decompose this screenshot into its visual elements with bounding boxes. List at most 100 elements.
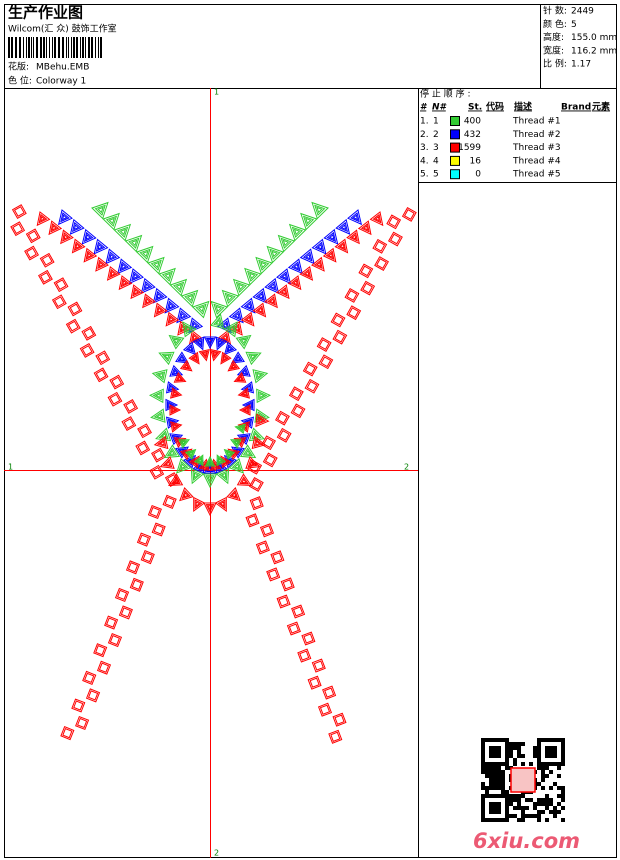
barcode-bar <box>73 37 75 58</box>
stitch-shape <box>125 401 136 412</box>
qr-module <box>549 786 553 790</box>
qr-module <box>561 754 565 758</box>
stitch-shape <box>170 421 183 433</box>
stitch-shape <box>119 261 130 272</box>
stitch-shape <box>128 237 140 249</box>
qr-module <box>537 802 541 806</box>
stitch-shape <box>183 363 189 369</box>
stitch-shape <box>152 287 168 304</box>
stitch-shape <box>184 448 197 460</box>
stitch-shape <box>116 226 129 238</box>
qr-module <box>541 774 545 778</box>
stitch-shape <box>338 221 349 233</box>
qr-module <box>489 774 493 778</box>
barcode-bar <box>88 37 90 58</box>
stitch-shape <box>231 310 242 321</box>
stitch-shape <box>282 579 293 590</box>
stitch-shape <box>247 458 258 468</box>
row-needle: 3 <box>433 143 439 153</box>
stitch-shape <box>245 302 252 309</box>
qr-module <box>485 774 489 778</box>
qr-module <box>509 798 513 802</box>
stitch-shape <box>172 281 185 293</box>
row-description: Thread #1 <box>512 117 561 127</box>
stitch-shape <box>183 491 189 498</box>
stat-value: 116.2 mm <box>571 46 617 56</box>
stitch-shape <box>264 277 280 294</box>
stitch-shape <box>140 277 156 294</box>
barcode-bar <box>76 37 78 58</box>
qr-module <box>557 738 561 742</box>
stitch-shape <box>351 234 357 240</box>
stitch-shape <box>349 232 358 242</box>
qr-module <box>493 770 497 774</box>
qr-module <box>481 742 485 746</box>
qr-module <box>481 810 485 814</box>
stitch-shape <box>114 587 130 602</box>
stitch-shape <box>346 229 360 245</box>
stitch-shape <box>157 307 163 314</box>
stitch-shape <box>40 272 51 283</box>
stitch-shape <box>334 331 346 343</box>
stitch-shape <box>195 501 201 507</box>
stitch-shape <box>280 577 295 592</box>
embroidery-design <box>10 201 417 744</box>
qr-module <box>493 762 497 766</box>
stitch-shape <box>241 369 248 374</box>
row-description: Thread #2 <box>512 130 561 140</box>
qr-module <box>509 802 513 806</box>
stitch-shape <box>302 251 313 262</box>
barcode-bar <box>26 37 27 58</box>
qr-module <box>533 750 537 754</box>
stitch-shape <box>280 289 287 295</box>
stitch-shape <box>292 405 304 417</box>
stitch-shape <box>108 217 115 225</box>
stitch-shape <box>51 294 67 310</box>
stitch-shape <box>191 322 198 329</box>
stitch-shape <box>221 457 230 467</box>
stitch-shape <box>153 261 160 269</box>
stitch-shape <box>144 283 151 290</box>
stitch-shape <box>166 447 178 457</box>
qr-module <box>489 818 493 822</box>
stitch-shape <box>240 297 256 314</box>
stitch-shape <box>324 687 335 698</box>
stitch-shape <box>219 501 225 507</box>
stitch-shape <box>81 228 97 245</box>
qr-module <box>549 754 553 758</box>
stitch-shape <box>334 238 349 254</box>
stitch-shape <box>147 504 162 520</box>
stitch-shape <box>205 504 215 513</box>
stitch-shape <box>38 213 48 224</box>
qr-module <box>553 738 557 742</box>
stitch-shape <box>135 440 151 456</box>
color-swatch <box>450 116 460 126</box>
stitch-shape <box>401 207 417 222</box>
stitch-shape <box>83 327 95 339</box>
stitch-shape <box>207 476 213 483</box>
qr-module <box>541 778 545 782</box>
qr-module <box>501 770 505 774</box>
outer-frame <box>4 4 617 858</box>
stitch-shape <box>161 270 174 282</box>
stitch-shape <box>290 277 300 288</box>
stitch-shape <box>243 314 253 325</box>
stitch-shape <box>281 273 288 280</box>
barcode-bar <box>58 37 60 58</box>
qr-module <box>497 786 501 790</box>
stitch-shape <box>139 425 150 437</box>
qr-module <box>557 802 561 806</box>
qr-module <box>529 814 533 818</box>
stitch-shape <box>258 417 264 424</box>
stitch-shape <box>172 478 179 484</box>
stitch-shape <box>190 332 200 343</box>
stitch-shape <box>267 280 278 292</box>
barcode-bar <box>95 37 96 58</box>
stitch-shape <box>26 247 37 259</box>
stitch-shape <box>159 440 165 446</box>
stitch-shape <box>197 340 202 346</box>
stitch-shape <box>319 704 331 715</box>
stitch-shape <box>123 418 135 429</box>
stitch-shape <box>162 494 177 509</box>
row-description: Thread #4 <box>512 156 561 166</box>
